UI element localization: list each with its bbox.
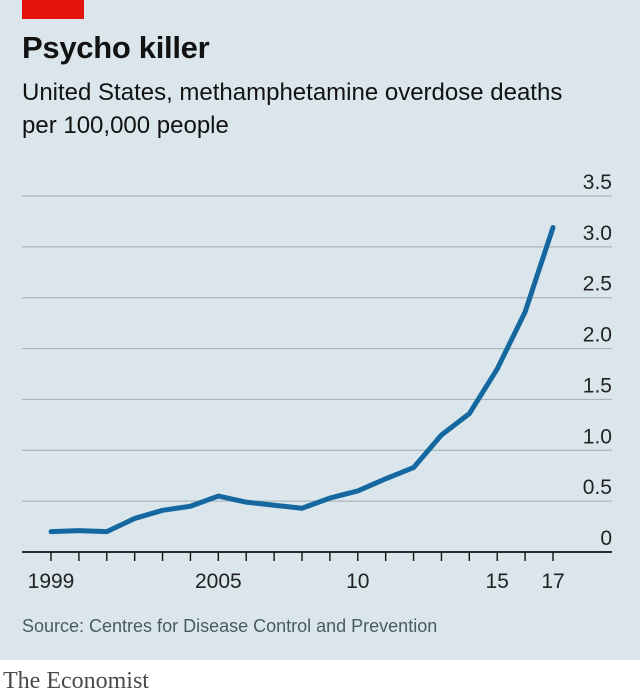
chart-panel: Psycho killer United States, methampheta… bbox=[0, 0, 640, 660]
brand-wordmark: The Economist bbox=[3, 668, 149, 694]
x-tick-label: 10 bbox=[346, 570, 369, 593]
y-tick-label: 2.5 bbox=[583, 273, 612, 296]
chart-subtitle: United States, methamphetamine overdose … bbox=[22, 79, 563, 139]
y-tick-label: 3.5 bbox=[583, 171, 612, 194]
x-tick-label: 15 bbox=[486, 570, 509, 593]
line-chart: 0 0.5 1.0 1.5 2.0 2.5 3.0 3.5 1999 2005 10 15 17 bbox=[22, 171, 612, 593]
x-tick-label: 2005 bbox=[195, 570, 242, 593]
y-tick-label: 1.5 bbox=[583, 374, 612, 397]
chart-title: Psycho killer bbox=[22, 30, 210, 65]
y-tick-label: 3.0 bbox=[583, 222, 612, 245]
y-tick-label: 0.5 bbox=[583, 476, 612, 499]
source-note: Source: Centres for Disease Control and … bbox=[22, 616, 438, 636]
x-tick-label: 17 bbox=[541, 570, 564, 593]
gridlines bbox=[22, 195, 612, 553]
brand-red-tag bbox=[22, 0, 84, 19]
x-axis-ticks: 1999 2005 10 15 17 bbox=[28, 552, 565, 593]
x-tick-label: 1999 bbox=[28, 570, 75, 593]
y-tick-labels: 0 0.5 1.0 1.5 2.0 2.5 3.0 3.5 bbox=[583, 171, 612, 550]
y-tick-label: 0 bbox=[600, 527, 612, 550]
series-layer bbox=[48, 225, 556, 535]
series-line bbox=[48, 225, 556, 535]
y-tick-label: 1.0 bbox=[583, 425, 612, 448]
y-tick-label: 2.0 bbox=[583, 324, 612, 347]
